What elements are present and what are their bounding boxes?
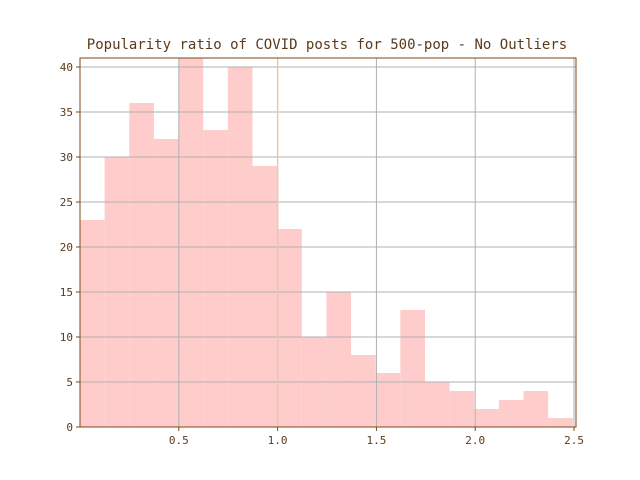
x-tick-label: 1.0 [268,434,288,447]
y-tick-label: 25 [60,196,73,209]
histogram-bar [129,103,154,427]
bar-layer [80,58,573,427]
y-tick-label: 5 [66,376,73,389]
histogram-bar [523,391,549,427]
y-tick-label: 30 [60,151,73,164]
histogram-bar [277,229,302,427]
histogram-bar [351,355,376,427]
chart-title: Popularity ratio of COVID posts for 500-… [87,37,567,53]
histogram-bar [252,166,278,427]
x-tick-label: 2.5 [564,434,584,447]
histogram-bar [203,130,228,427]
histogram-bar [153,139,179,427]
histogram-bar [375,373,401,427]
x-tick-label: 1.5 [366,434,386,447]
histogram-bar [400,310,425,427]
y-tick-label: 0 [66,421,73,434]
histogram-bar [424,382,450,427]
y-tick-label: 15 [60,286,73,299]
plot-frame [79,57,577,428]
histogram-bar [449,391,475,427]
y-tick-label: 35 [60,106,73,119]
y-axis-ticks: 0 5 10 15 20 25 30 35 40 [60,61,80,434]
y-tick-label: 40 [60,61,73,74]
x-axis-ticks: 0.5 1.0 1.5 2.0 2.5 [169,427,584,447]
histogram-bar [474,409,499,427]
histogram-bar [80,220,105,427]
x-tick-label: 2.0 [465,434,485,447]
x-tick-label: 0.5 [169,434,189,447]
histogram-bar [326,292,352,427]
histogram-bar [498,400,524,427]
y-tick-label: 10 [60,331,73,344]
y-tick-label: 20 [60,241,73,254]
histogram-bar [178,58,204,427]
histogram-bar [548,418,573,427]
